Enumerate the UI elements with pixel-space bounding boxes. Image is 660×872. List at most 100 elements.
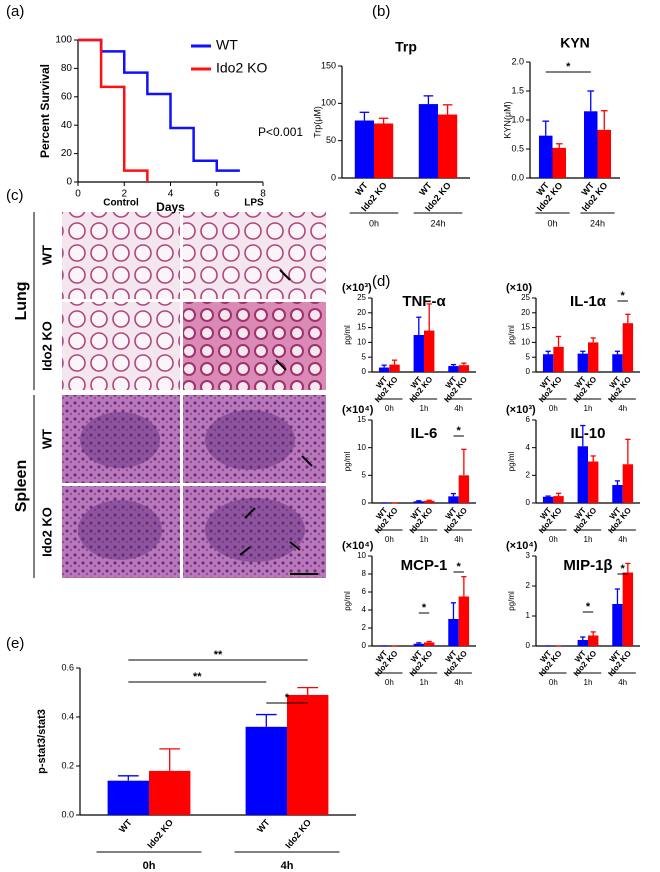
bar [542,354,554,372]
image [62,212,180,299]
bar [553,496,564,503]
panel-label: (e) [6,635,24,652]
y-tick-label: 2 [526,581,531,590]
significance-label: * [621,290,626,302]
x-tick-label: 6 [214,189,220,200]
y-tick-label: 4 [526,443,531,452]
bar [413,643,424,646]
bar [588,635,599,646]
x-tick-label: 0h [547,218,557,228]
bar [612,354,623,372]
bar [424,330,435,372]
y-tick-label: 0 [362,641,367,650]
bar [553,346,564,372]
y-tick-label: 100 [321,98,336,108]
significance-label: * [457,425,462,437]
y-tick-label: 10 [357,338,366,347]
bar [378,367,390,372]
chart-title: IL-1α [570,293,607,310]
y-axis-label: Percent Survival [38,64,52,158]
x-tick-label: 4h [454,678,463,687]
y-tick-label: 20 [357,308,366,317]
significance-label: ** [193,671,202,683]
arrow [239,269,313,556]
bar [577,640,588,646]
bar [438,114,458,178]
bar [107,780,149,815]
y-tick-label: 2 [362,623,367,632]
x-tick-label: 1h [420,535,429,544]
bar [354,120,374,178]
y-tick-label: 5 [526,352,531,361]
y-tick-label: 0.6 [61,662,74,672]
bar [448,619,459,646]
bar [458,365,470,372]
bar [287,694,329,815]
x-tick-label: 8 [260,189,266,200]
x-tick-label: 4h [618,535,627,544]
panel-label: (c) [6,187,24,204]
y-tick-label: 2 [526,470,531,479]
tissue [80,412,160,468]
x-tick-label: 4h [281,860,294,872]
bar [577,353,588,372]
y-tick-label: 1.0 [511,114,524,124]
y-tick-label: 10 [521,338,530,347]
y-axis-label: pg/ml [507,591,516,611]
survival-line [78,38,149,182]
y-tick-label: 40 [61,120,73,131]
x-tick-label: 4h [618,678,627,687]
y-tick-label: 2.0 [511,56,524,66]
y-tick-label: 50 [326,135,336,145]
row-label: Ido2 KO [39,507,54,557]
bar [597,129,611,178]
significance-label: * [422,602,427,614]
x-tick-label: 0h [385,404,394,413]
x-tick-label: 1h [584,404,593,413]
x-tick-label: 0h [385,678,394,687]
x-tick-label: 1h [420,678,429,687]
y-tick-label: 0.5 [511,143,524,153]
bar [539,135,553,178]
bar-label: Ido2 KO [283,817,313,850]
row-label: Ido2 KO [39,321,54,371]
bar [448,366,459,372]
y-tick-label: 6 [362,587,367,596]
chart-title: MIP-1β [563,557,612,574]
annotation: P<0.001 [258,125,303,139]
multiplier: (×10⁴) [506,540,538,552]
legend-label: WT [216,37,238,53]
chart-title: IL-10 [570,425,605,442]
image [62,395,180,483]
x-tick-label: 0h [549,404,558,413]
multiplier: (×10⁴) [342,404,374,416]
x-tick-label: 0h [385,535,394,544]
bar [584,111,598,178]
bar [374,123,394,178]
x-tick-label: 4 [168,189,174,200]
y-axis-label: pg/ml [343,451,352,471]
y-tick-label: 0.0 [61,809,74,819]
y-tick-label: 1 [526,611,531,620]
y-axis-label: pg/ml [343,591,352,611]
panel-label: (d) [372,273,390,290]
tissue [205,498,305,562]
y-tick-label: 0 [66,177,72,188]
x-tick-label: 0 [75,189,81,200]
y-tick-label: 20 [61,148,73,159]
y-tick-label: 10 [357,551,366,560]
y-axis-label: pg/ml [507,325,516,345]
column-label: Control [103,198,139,209]
y-tick-label: 25 [357,293,366,302]
x-tick-label: 24h [590,218,605,228]
bar [458,475,470,503]
significance-label: * [285,692,290,704]
y-tick-label: 6 [526,415,531,424]
bar-label: WT [417,180,434,198]
panel-label: (a) [6,3,24,20]
bar [542,496,554,503]
image [183,486,326,578]
y-tick-label: 0 [526,498,531,507]
y-tick-label: 0.4 [61,711,74,721]
